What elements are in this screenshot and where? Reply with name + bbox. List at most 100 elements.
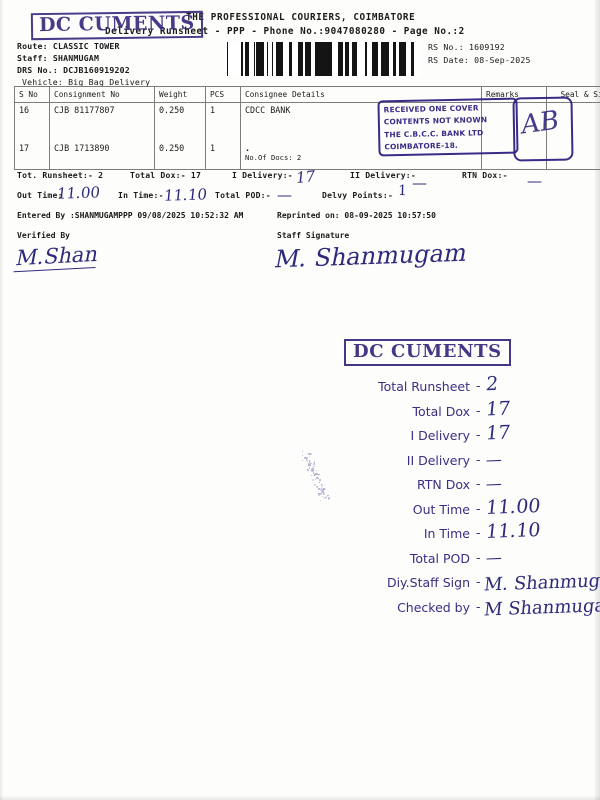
staff-line: Staff: SHANMUGAM [17,53,100,63]
summary-row-dash: - [476,574,481,589]
scan-edge-right [595,0,600,800]
table-row: 17 CJB 1713890 0.250 1 . No.Of Docs: 2 [14,141,600,170]
verified-by-label: Verified By [17,231,70,240]
summary-row: Out Time -11.00 [300,495,542,524]
summary-block: Total Runsheet -2 Total Dox -17 I Delivery -1… [300,373,600,622]
rtn-dox-handwritten-value: — [527,172,542,190]
seal-initial-signature: AB [520,105,560,141]
summary-row-label: II Delivery [406,452,470,468]
total-runsheet-text: Tot. Runsheet:- 2 [17,170,104,180]
summary-row-value: M Shanmugam [482,594,600,620]
total-pod-label: Total POD:- [215,190,271,200]
summary-row-label: Out Time [412,501,470,517]
i-delivery-handwritten-value: 17 [295,166,317,188]
out-time-handwritten-value: 11.00 [56,183,101,203]
summary-row-dash: - [476,378,481,393]
drs-no-line: DRS No.: DCJB160919202 [17,65,130,75]
ii-delivery-handwritten-value: — [412,174,427,192]
cell-remarks [481,102,547,141]
received-stamp-line-4: COIMBATORE-18. [384,141,459,152]
summary-row-value: 17 [484,397,512,420]
summary-row-dash: - [476,476,481,491]
documents-stamp-top-text: DC CUMENTS [38,11,195,37]
document-subtitle: Delivery Runsheet - PPP - Phone No.:9047… [105,26,465,37]
verified-by-signature: M.Shan [13,241,101,273]
summary-row-dash: - [476,402,481,418]
cell-weight: 0.250 [154,141,206,170]
summary-row-label: Diy.Staff Sign [386,575,470,590]
summary-row-value: 2 [484,372,500,396]
ink-smudge [300,450,334,504]
cell-consignee: . No.Of Docs: 2 [240,141,482,170]
summary-row: Total Runsheet -2 [300,373,499,401]
cell-seal [546,141,600,170]
cell-docs-note: No.Of Docs: 2 [245,153,302,162]
scan-edge-left [0,0,3,800]
summary-row-label: Checked by [397,599,470,615]
cell-consignee-value: . [245,143,251,153]
documents-stamp-bottom: DC CUMENTS [344,339,511,366]
summary-row-dash: - [476,500,481,516]
summary-row: II Delivery - — [300,449,503,475]
scan-edge-bottom [0,796,600,800]
summary-row-value: — [485,547,503,567]
route-line: Route: CLASSIC TOWER [17,41,120,51]
summary-row-value: — [485,473,503,494]
summary-row: RTN Dox - — [300,474,503,499]
summary-row-dash: - [476,525,481,540]
col-header-pcs: PCS [205,86,241,103]
summary-row-value: M. Shanmugam [482,569,600,596]
cell-weight: 0.250 [154,102,206,141]
consignment-table: S No Consignment No Weight PCS Consignee… [14,86,600,170]
summary-row-label: RTN Dox [416,477,470,492]
summary-row-dash: - [476,427,481,442]
summary-row: Total Dox -17 [300,397,512,426]
company-title: THE PROFESSIONAL COURIERS, COIMBATORE [186,12,416,23]
out-time-label: Out Time: [17,190,63,200]
i-delivery-label: I Delivery:- [232,170,293,180]
documents-stamp-top: DC CUMENTS [30,10,203,41]
total-dox-text: Total Dox:- 17 [130,170,202,180]
total-pod-handwritten-value: — [277,186,292,204]
staff-signature-label: Staff Signature [277,231,350,240]
barcode-image [227,42,421,76]
entered-by-text: Entered By :SHANMUGAMPPP 09/08/2025 10:5… [17,211,244,220]
rs-date-line: RS Date: 08-Sep-2025 [428,55,531,65]
cell-pcs: 1 [205,102,241,141]
cell-remarks [481,141,547,170]
cell-consignment: CJB 1713890 [49,141,155,170]
summary-row-value: — [485,449,503,469]
cell-consignee: CDCC BANK [240,102,482,141]
cell-seal [546,102,600,141]
cell-sno: 17 [14,141,50,170]
summary-row: Checked by - M Shanmugam [300,594,600,622]
summary-row: Total POD - — [300,547,503,573]
cell-sno: 16 [14,102,50,141]
summary-row-dash: - [476,549,481,565]
col-header-sno: S No [14,86,50,103]
summary-row-label: Total POD [409,550,470,566]
cell-consignment: CJB 81177807 [49,102,155,141]
col-header-consignment: Consignment No [49,86,155,103]
delvy-points-label: Delvy Points:- [322,190,394,200]
staff-signature: M. Shanmugam [272,238,470,274]
rtn-dox-label: RTN Dox:- [462,170,508,180]
in-time-label: In Time:- [118,190,164,200]
rs-no-line: RS No.: 1609192 [428,42,505,52]
summary-row-dash: - [476,598,481,614]
table-row: 16 CJB 81177807 0.250 1 CDCC BANK [14,102,600,141]
table-header-row: S No Consignment No Weight PCS Consignee… [14,86,600,103]
received-stamp: RECEIVED ONE COVER CONTENTS NOT KNOWN TH… [377,97,519,157]
summary-row: I Delivery -17 [300,422,511,450]
col-header-seal-signature: Seal & Signature [546,86,600,103]
vehicle-line: Vehicle: Big Bag Delivery [22,77,151,87]
summary-row-value: 11.00 [484,494,542,519]
in-time-handwritten-value: 11.10 [163,185,208,205]
summary-row-label: Total Runsheet [378,379,470,394]
summary-row: Diy.Staff Sign - M. Shanmugam [300,569,600,597]
summary-row-label: In Time [423,526,470,541]
cell-pcs: 1 [205,141,241,170]
col-header-weight: Weight [154,86,206,103]
documents-stamp-bottom-text: DC CUMENTS [353,341,502,362]
